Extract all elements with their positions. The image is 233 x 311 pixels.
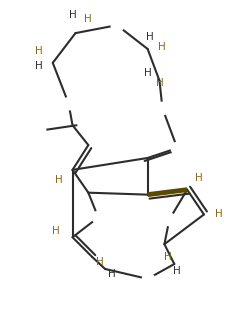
Text: O: O [64,97,73,110]
Text: O: O [173,142,182,155]
Text: H: H [158,42,165,52]
Text: H: H [173,266,181,276]
Text: H: H [164,252,171,262]
Text: H: H [35,46,43,56]
Text: O: O [158,102,167,115]
Text: H: H [146,32,154,42]
Text: O: O [34,124,44,137]
Text: H: H [96,257,104,267]
Text: H: H [108,269,116,279]
Text: H: H [52,226,60,236]
Text: H: H [195,173,203,183]
Text: H: H [215,210,223,220]
Text: O: O [94,211,103,224]
Text: H: H [85,14,92,24]
Text: O: O [165,213,174,226]
Text: H: H [156,78,163,88]
Text: S: S [113,19,121,32]
Text: S: S [144,272,151,285]
Text: H: H [144,68,151,78]
Text: H: H [55,175,63,185]
Text: H: H [69,10,76,20]
Text: O: O [34,124,44,137]
Text: H: H [35,61,43,71]
